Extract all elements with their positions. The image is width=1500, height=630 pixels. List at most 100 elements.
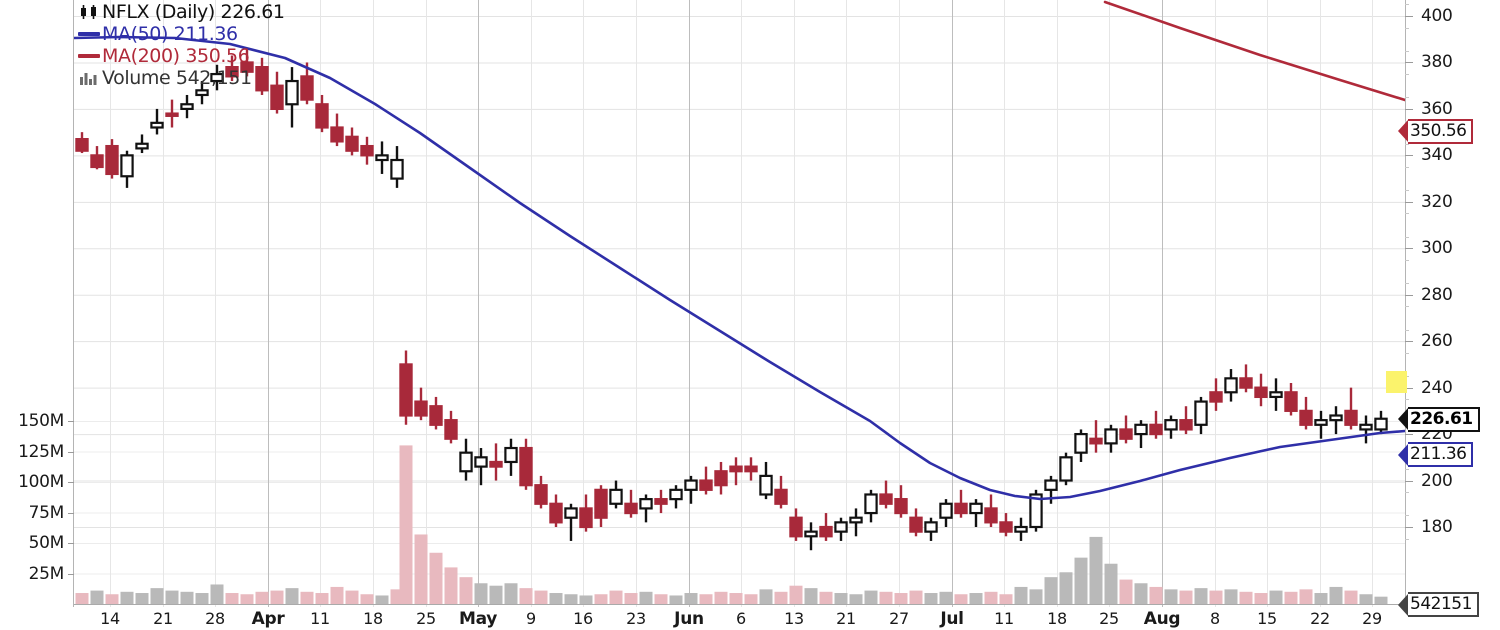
chart-plot-area[interactable] (74, 0, 1405, 607)
date-axis-day-label: 25 (1099, 609, 1119, 628)
volume-tick-mark (68, 512, 74, 514)
price-minor-tick (1405, 283, 1409, 285)
legend-row-ma50[interactable]: MA(50) 211.36 (76, 23, 416, 45)
date-axis-month-label: Jul (940, 609, 964, 629)
price-minor-tick (1405, 4, 1409, 6)
chart-gridlines (74, 0, 1405, 607)
date-axis-month-label: Aug (1143, 609, 1181, 629)
flag-pointer-icon (1398, 408, 1408, 431)
date-axis-day-label: 13 (784, 609, 804, 628)
ma50-line-icon (76, 32, 102, 36)
price-minor-tick (1405, 468, 1409, 470)
ma200-line-icon (76, 54, 102, 58)
price-minor-tick (1405, 515, 1409, 517)
date-axis-day-label: 28 (205, 609, 225, 628)
volume-tick-mark (68, 573, 74, 575)
volume-tick-label: 125M (18, 441, 64, 462)
price-minor-tick (1405, 306, 1409, 308)
flag-pointer-icon (1398, 443, 1408, 466)
price-minor-tick (1405, 97, 1409, 99)
price-tick-mark (1405, 155, 1413, 157)
price-tick-mark (1405, 62, 1413, 64)
price-minor-tick (1405, 376, 1409, 378)
price-minor-tick (1405, 352, 1409, 354)
price-minor-tick (1405, 538, 1409, 540)
price-minor-tick (1405, 259, 1409, 261)
price-tick-mark (1405, 108, 1413, 110)
price-minor-tick (1405, 492, 1409, 494)
flag-pointer-icon (1398, 120, 1408, 143)
price-tick-label: 320 (1421, 191, 1453, 212)
price-tick-label: 380 (1421, 52, 1453, 73)
date-axis-day-label: 22 (1310, 609, 1330, 628)
date-axis-day-label: 21 (836, 609, 856, 628)
date-axis-month-label: Jun (674, 609, 704, 629)
price-tick-label: 240 (1421, 377, 1453, 398)
volume-tick-label: 75M (28, 502, 65, 523)
price-minor-tick (1405, 190, 1409, 192)
price-tick-mark (1405, 434, 1413, 436)
price-tick-label: 200 (1421, 470, 1453, 491)
legend-row-ma200[interactable]: MA(200) 350.56 (76, 45, 416, 67)
volume-tick-mark (68, 421, 74, 422)
volume-tick-label: 150M (18, 411, 64, 431)
date-axis-day-label: 15 (1257, 609, 1277, 628)
price-tick-mark (1405, 341, 1413, 343)
price-tick-label: 280 (1421, 284, 1453, 305)
date-axis-day-label: 11 (310, 609, 330, 628)
price-axis[interactable]: 400 380 360 340 320 300 280 260 240 220 200 180 (1405, 0, 1500, 630)
legend-row-volume[interactable]: Volume 542,151 (76, 67, 416, 89)
date-axis-day-label: 27 (889, 609, 909, 628)
price-tick-label: 360 (1421, 98, 1453, 119)
volume-value-flag[interactable]: 542151 (1398, 592, 1479, 617)
candlestick-icon (76, 4, 102, 20)
volume-axis-line (73, 0, 74, 607)
ma50-price-flag[interactable]: 211.36 (1398, 442, 1474, 468)
price-minor-tick (1405, 166, 1409, 168)
date-axis-day-label: 11 (994, 609, 1014, 628)
price-tick-label: 300 (1421, 238, 1453, 259)
price-minor-tick (1405, 74, 1409, 76)
ma200-label: MA(200) 350.56 (102, 45, 250, 67)
ma200-price-flag[interactable]: 350.56 (1398, 118, 1474, 144)
symbol-title: NFLX (Daily) 226.61 (102, 1, 285, 23)
price-minor-tick (1405, 27, 1409, 29)
flag-pointer-icon (1398, 593, 1408, 616)
date-axis-day-label: 9 (526, 609, 536, 628)
volume-tick-mark (68, 451, 74, 453)
chart-legend: NFLX (Daily) 226.61 MA(50) 211.36 MA(200… (76, 1, 416, 89)
price-tick-mark (1405, 527, 1413, 528)
price-tick-mark (1405, 16, 1413, 17)
price-minor-tick (1405, 236, 1409, 238)
price-tick-label: 340 (1421, 145, 1453, 166)
volume-axis: 150M 125M 100M 75M 50M 25M (0, 0, 74, 607)
ma50-label: MA(50) 211.36 (102, 23, 238, 45)
last-price-flag[interactable]: 226.61 (1398, 406, 1480, 432)
price-tick-mark (1405, 387, 1413, 389)
price-minor-tick (1405, 329, 1409, 331)
price-tick-mark (1405, 201, 1413, 203)
volume-tick-mark (68, 543, 74, 544)
volume-bars-icon (76, 71, 102, 85)
price-tick-label: 400 (1421, 6, 1453, 26)
date-axis-day-label: 29 (1362, 609, 1382, 628)
date-axis-day-label: 25 (416, 609, 436, 628)
date-axis-day-label: 16 (573, 609, 593, 628)
price-tick-mark (1405, 294, 1413, 296)
price-minor-tick (1405, 50, 1409, 52)
date-axis[interactable]: 14 21 28 Apr 11 18 25 May 9 16 23 Jun 6 13 21 27 Jul 11 18… (74, 607, 1405, 630)
volume-tick-mark (68, 482, 74, 483)
volume-tick-label: 50M (28, 533, 65, 553)
legend-row-symbol[interactable]: NFLX (Daily) 226.61 (76, 1, 416, 23)
date-axis-day-label: 21 (153, 609, 173, 628)
date-axis-day-label: 18 (1047, 609, 1067, 628)
price-tick-mark (1405, 480, 1413, 482)
price-minor-tick (1405, 399, 1409, 401)
chart-data-layer (74, 0, 1405, 604)
date-axis-month-label: May (458, 609, 498, 629)
volume-tick-label: 25M (28, 563, 65, 584)
date-axis-day-label: 18 (363, 609, 383, 628)
price-tick-label: 260 (1421, 331, 1453, 352)
price-minor-tick (1405, 213, 1409, 215)
